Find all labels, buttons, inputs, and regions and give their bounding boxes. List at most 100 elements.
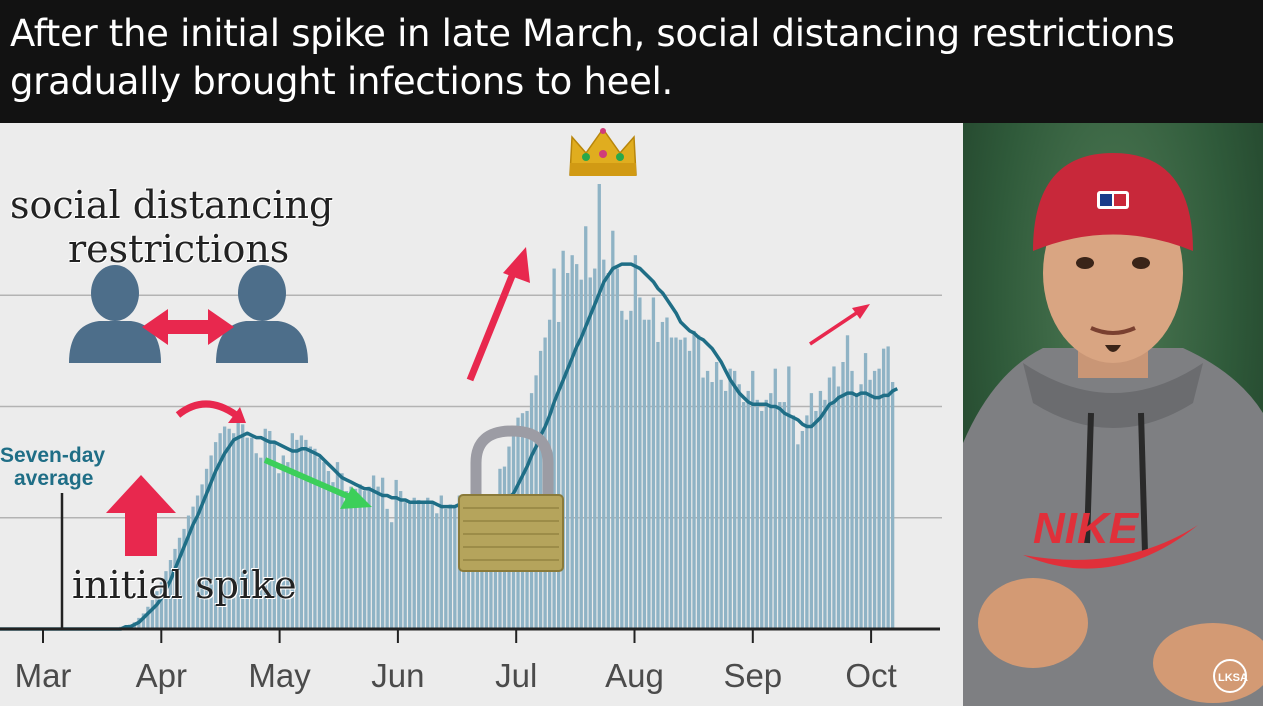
daily-bar <box>872 370 877 629</box>
daily-bar <box>823 399 827 629</box>
daily-bar <box>890 382 895 629</box>
x-tick-label: Jun <box>371 657 424 694</box>
daily-bar <box>281 455 285 629</box>
daily-bar <box>674 337 678 629</box>
daily-bar <box>412 497 416 629</box>
daily-bar <box>290 433 295 629</box>
daily-bar <box>656 341 660 629</box>
daily-bar <box>773 368 777 629</box>
daily-bar <box>453 506 457 629</box>
daily-bar <box>173 548 177 629</box>
daily-bar <box>295 439 299 629</box>
daily-bar <box>751 370 755 629</box>
daily-bar <box>430 502 434 629</box>
daily-bar <box>155 591 159 629</box>
daily-bar <box>854 393 859 629</box>
daily-bar <box>213 442 218 629</box>
x-tick-label: Sep <box>723 657 782 694</box>
padlock-icon <box>458 425 564 572</box>
daily-bars <box>119 184 895 629</box>
daily-bar <box>723 390 728 629</box>
daily-bar <box>665 317 669 629</box>
up-arrow-icon <box>106 475 176 556</box>
daily-bar <box>182 528 186 629</box>
double-arrow-icon <box>142 309 234 345</box>
daily-bar <box>687 350 692 629</box>
daily-bar <box>268 430 272 629</box>
daily-bar <box>755 399 759 629</box>
daily-bar <box>602 259 606 629</box>
daily-bar <box>376 486 380 629</box>
daily-bar <box>701 377 705 629</box>
daily-bar <box>322 462 326 629</box>
daily-bar <box>805 415 809 629</box>
daily-bar <box>313 448 317 629</box>
watermark: LKSA <box>1218 672 1248 684</box>
daily-bar <box>886 346 890 629</box>
daily-bar <box>710 382 714 629</box>
daily-bar <box>575 264 579 629</box>
daily-bar <box>331 482 335 629</box>
daily-bar <box>191 506 195 629</box>
daily-bar <box>362 491 367 629</box>
daily-bar <box>186 515 191 629</box>
daily-bar <box>277 473 281 629</box>
daily-bar <box>606 273 610 629</box>
daily-bar <box>408 502 412 629</box>
daily-bar <box>782 402 786 629</box>
initial-spike-label: initial spike <box>72 563 297 607</box>
person-icon <box>69 265 161 363</box>
daily-bar <box>435 513 439 629</box>
x-tick-label: Mar <box>15 657 72 694</box>
daily-bar <box>827 377 832 629</box>
daily-bar <box>218 433 222 629</box>
daily-bar <box>737 384 741 629</box>
red-rise-arrow-icon <box>466 247 530 382</box>
daily-bar <box>227 428 231 629</box>
daily-bar <box>868 379 872 629</box>
daily-bar <box>760 410 764 629</box>
daily-bar <box>579 279 583 629</box>
daily-bar <box>647 319 651 629</box>
daily-bar <box>746 390 750 629</box>
caption-bar: After the initial spike in late March, s… <box>0 0 1263 123</box>
daily-bar <box>845 335 850 629</box>
daily-bar <box>714 362 719 629</box>
daily-bar <box>796 444 800 629</box>
daily-bar <box>272 442 276 629</box>
daily-bar <box>611 230 615 629</box>
daily-bar <box>669 337 674 629</box>
restrictions-label: restrictions <box>68 227 290 271</box>
daily-bar <box>417 499 421 629</box>
presenter-video: NIKE LKSA <box>963 123 1263 706</box>
x-tick-label: Apr <box>136 657 187 694</box>
daily-bar <box>556 321 561 629</box>
daily-bar <box>769 393 773 629</box>
daily-bar <box>209 455 213 629</box>
daily-bar <box>764 399 768 629</box>
daily-bar <box>444 508 448 629</box>
daily-bar <box>705 370 710 629</box>
daily-bar <box>615 268 619 629</box>
x-tick-label: Jul <box>495 657 537 694</box>
daily-bar <box>200 484 204 629</box>
daily-bar <box>552 268 556 629</box>
daily-bar <box>696 335 701 629</box>
daily-bar <box>651 297 656 629</box>
daily-bar <box>245 437 249 629</box>
daily-bar <box>164 571 168 629</box>
daily-bar <box>863 353 868 629</box>
daily-bar <box>385 508 389 629</box>
daily-bar <box>859 384 863 629</box>
daily-bar <box>733 370 737 629</box>
daily-bar <box>403 502 407 629</box>
daily-bar <box>778 402 782 629</box>
daily-bar <box>850 370 854 629</box>
daily-bar <box>317 457 322 629</box>
daily-bar <box>638 297 642 629</box>
daily-bar <box>358 484 362 629</box>
daily-bar <box>286 462 290 629</box>
daily-bar <box>380 477 385 629</box>
daily-bar <box>232 433 236 629</box>
daily-bar <box>308 446 313 629</box>
